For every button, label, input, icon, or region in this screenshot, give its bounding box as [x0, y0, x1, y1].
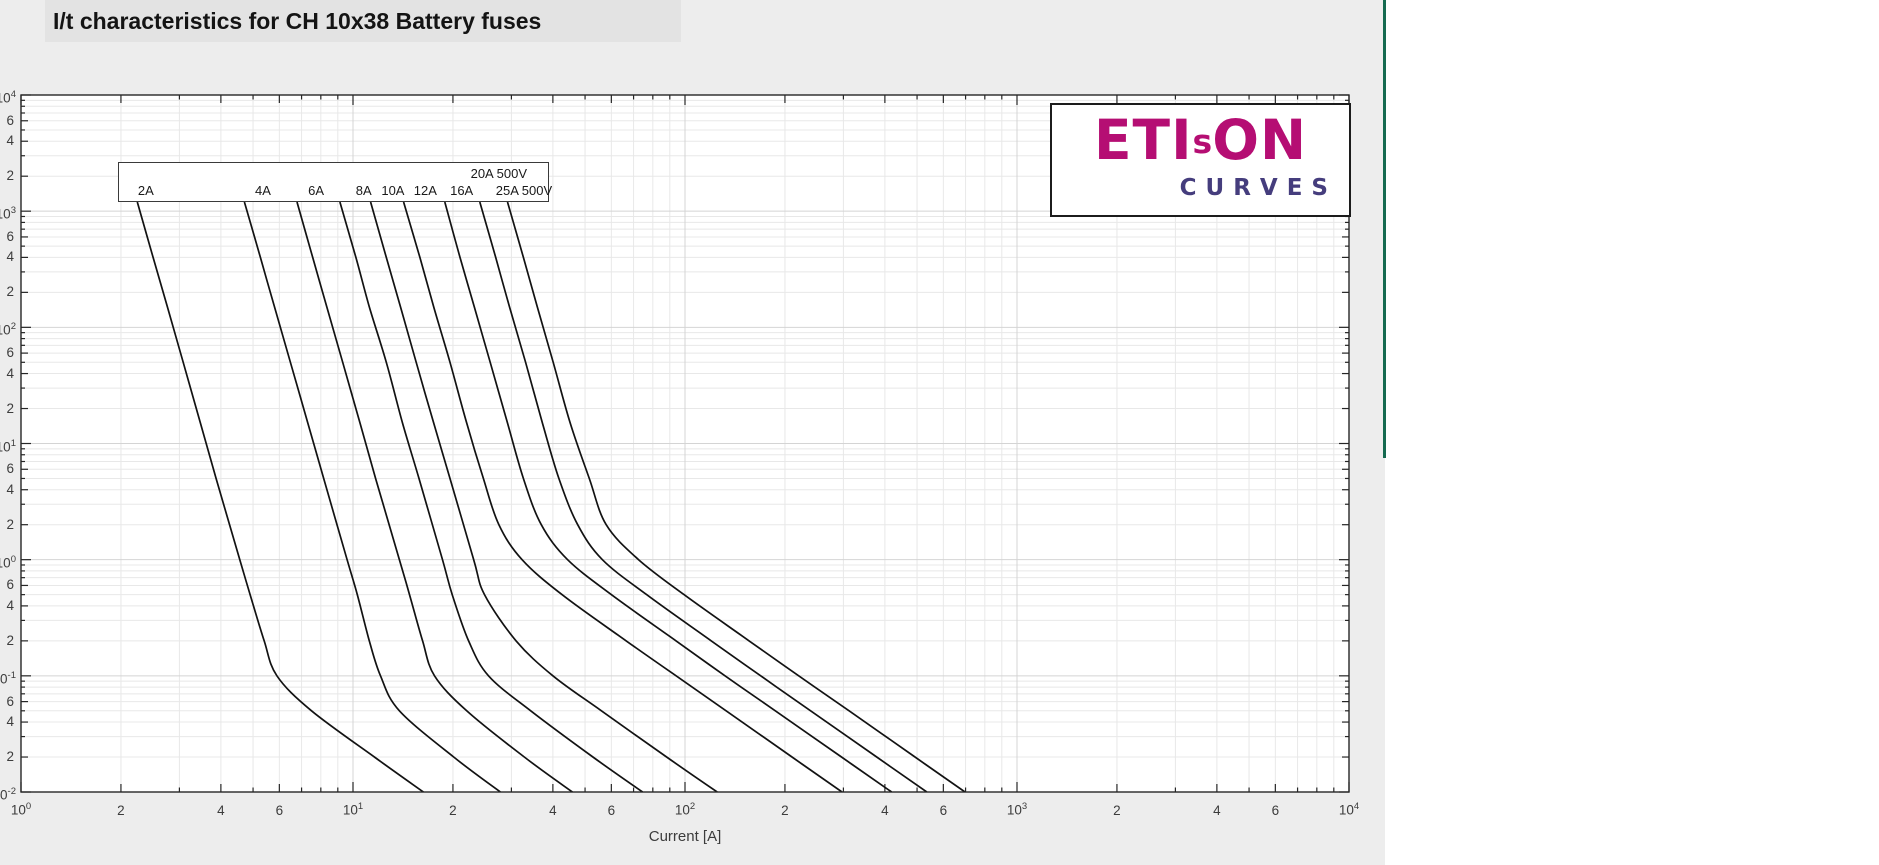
y-tick-label: 2: [6, 749, 14, 765]
legend-label-8A: 8A: [355, 183, 372, 198]
fuse-curve-2A: [136, 201, 424, 792]
y-tick-label: 4: [6, 249, 14, 265]
logo-tagline: CURVES: [1179, 175, 1337, 201]
chart-title-bar: I/t characteristics for CH 10x38 Battery…: [45, 0, 681, 42]
legend-label-25A-500V: 25A 500V: [495, 183, 553, 198]
y-tick-label: 6: [6, 345, 14, 361]
y-tick-label: 2: [6, 400, 14, 416]
x-tick-label: 4: [1213, 803, 1221, 818]
logo-text-eti: ETI: [1093, 108, 1193, 172]
y-tick-label: 6: [6, 228, 14, 244]
fuse-curve-12A: [402, 201, 843, 792]
y-tick-label: 6: [6, 112, 14, 128]
legend-label-12A: 12A: [413, 183, 437, 198]
y-tick-label: 102: [0, 321, 16, 338]
x-tick-label: 2: [449, 803, 457, 818]
fuse-curves: [136, 201, 966, 792]
logo-text-s: s: [1192, 122, 1213, 161]
fuse-curve-10A: [369, 201, 718, 792]
y-tick-label: 10-1: [0, 669, 16, 687]
x-axis-title: Current [A]: [648, 828, 722, 845]
y-tick-label: 2: [6, 284, 14, 300]
legend-label-20A-500V: 20A 500V: [470, 166, 527, 181]
y-tick-label: 103: [0, 205, 16, 222]
fuse-curve-4A: [243, 201, 501, 792]
fuse-curve-16A: [443, 201, 893, 792]
y-tick-label: 10-2: [0, 786, 16, 803]
y-tick-label: 2: [6, 516, 14, 532]
x-tick-label: 2: [781, 803, 789, 818]
x-tick-label: 101: [342, 801, 364, 818]
y-tick-label: 2: [6, 168, 14, 184]
x-tick-label: 6: [275, 803, 284, 818]
fuse-curve-20A-500V: [478, 201, 928, 792]
x-tick-label: 6: [939, 803, 948, 818]
x-tick-label: 4: [881, 803, 889, 818]
x-tick-label: 100: [10, 801, 32, 818]
y-tick-label: 4: [6, 597, 14, 613]
y-tick-label: 4: [6, 481, 14, 497]
y-tick-label: 2: [6, 632, 14, 648]
x-tick-label: 4: [217, 803, 225, 818]
y-tick-label: 6: [6, 461, 14, 477]
page-title: I/t characteristics for CH 10x38 Battery…: [53, 7, 542, 34]
y-tick-label: 4: [6, 133, 14, 149]
x-tick-label: 6: [607, 803, 616, 818]
legend-box: 2A 4A 6A 8A 10A 12A 16A 20A 500V 25A 500V: [118, 162, 553, 202]
x-tick-label: 103: [1006, 801, 1028, 818]
legend-label-2A: 2A: [137, 183, 154, 198]
fuse-curve-6A: [296, 201, 573, 792]
fuse-curve-8A: [339, 201, 644, 792]
green-window-edge-line: [1383, 0, 1386, 458]
plot-border: [20, 94, 1350, 793]
eti-logo: ETIsON CURVES: [1050, 103, 1351, 217]
x-tick-label: 2: [1113, 803, 1121, 818]
x-tick-label: 6: [1271, 803, 1280, 818]
x-tick-label: 4: [549, 803, 557, 818]
x-tick-label: 2: [117, 803, 125, 818]
legend-label-10A: 10A: [381, 183, 405, 198]
y-tick-label: 4: [6, 365, 14, 381]
legend-label-16A: 16A: [450, 183, 474, 198]
y-tick-label: 104: [0, 89, 16, 106]
y-tick-label: 6: [6, 693, 14, 709]
logo-text-on: ON: [1212, 108, 1307, 172]
y-tick-label: 4: [6, 714, 14, 730]
legend-label-6A: 6A: [308, 183, 325, 198]
y-tick-label: 6: [6, 577, 14, 593]
eti-logo-wordmark: ETIsON: [1064, 109, 1337, 173]
fuse-curve-25A-500V: [506, 201, 966, 792]
legend-label-4A: 4A: [255, 183, 271, 198]
y-tick-label: 101: [0, 437, 16, 455]
x-tick-label: 104: [1338, 801, 1360, 818]
y-tick-label: 100: [0, 553, 16, 571]
x-tick-label: 102: [674, 801, 696, 818]
